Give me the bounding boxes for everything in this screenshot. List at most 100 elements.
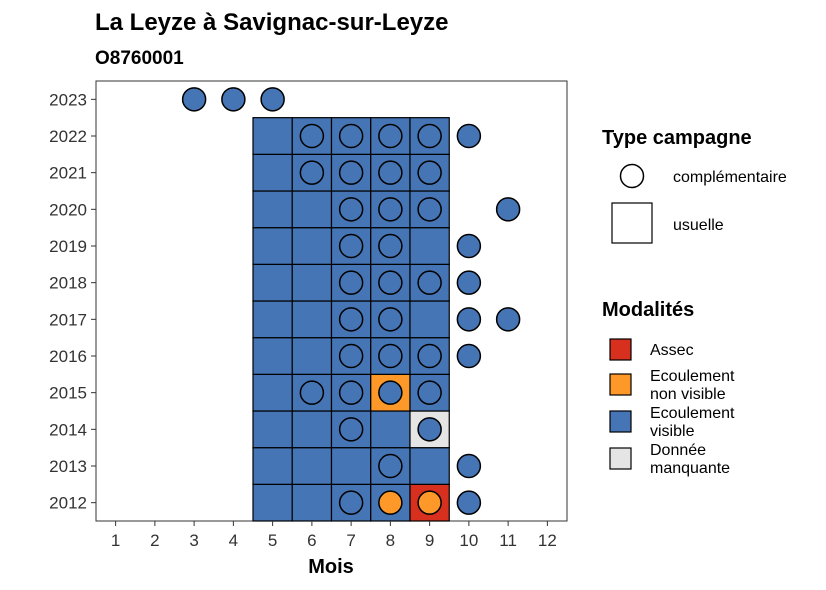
x-tick-label: 2 — [150, 531, 159, 550]
point-2013-8 — [378, 453, 403, 479]
tile-2012-5 — [252, 483, 293, 522]
x-tick-label: 7 — [346, 531, 355, 550]
point-2022-10 — [456, 123, 482, 149]
legend-key-fill-0 — [609, 338, 632, 361]
y-tick-label: 2018 — [49, 274, 87, 293]
y-tick-label: 2019 — [49, 237, 87, 256]
tile-2017-5 — [252, 300, 293, 339]
legend-label-line: non visible — [650, 386, 726, 403]
x-tick-label: 12 — [538, 531, 557, 550]
point-2021-9 — [417, 160, 442, 185]
legend-key-fill-3 — [609, 447, 632, 470]
point-2016-8 — [378, 343, 403, 369]
tile-2017-6 — [291, 300, 333, 339]
legend-key-fill-2 — [609, 410, 632, 433]
point-2012-8 — [378, 490, 403, 515]
tile-2014-5 — [252, 410, 293, 449]
tile-2014-8 — [370, 410, 411, 449]
point-2015-9 — [417, 380, 442, 405]
point-2019-8 — [378, 233, 403, 259]
point-2014-9 — [417, 417, 442, 442]
x-tick-label: 9 — [425, 531, 434, 550]
legend-label-fill-3: Donnée manquante — [650, 442, 730, 477]
point-2022-9 — [417, 123, 442, 149]
chart-title: La Leyze à Savignac-sur-Leyze — [95, 9, 448, 36]
tile-2013-9 — [409, 447, 450, 485]
point-2013-10 — [456, 453, 482, 479]
point-2018-9 — [417, 270, 442, 295]
legend-label-fill-2: Ecoulement visible — [650, 405, 735, 440]
tile-2016-6 — [291, 337, 333, 375]
legend: Type campagne Modalités complémentaire us… — [602, 127, 787, 477]
legend-label-line: visible — [650, 423, 695, 440]
point-2021-8 — [378, 160, 403, 185]
point-2021-7 — [338, 160, 364, 185]
y-tick-label: 2012 — [49, 494, 87, 513]
tile-2020-6 — [291, 190, 333, 229]
x-tick-label: 4 — [229, 531, 238, 550]
y-tick-label: 2023 — [49, 90, 87, 109]
y-tick-label: 2021 — [49, 164, 87, 183]
y-tick-label: 2016 — [49, 347, 87, 366]
point-2018-10 — [456, 270, 482, 295]
x-tick-label: 3 — [189, 531, 198, 550]
point-2023-3 — [181, 87, 207, 112]
legend-label-usuelle: usuelle — [673, 217, 724, 234]
point-2021-6 — [299, 160, 325, 185]
point-2020-8 — [378, 197, 403, 222]
tile-2014-6 — [291, 410, 333, 449]
point-2019-10 — [456, 233, 482, 259]
point-2016-10 — [456, 343, 482, 369]
tile-2013-6 — [291, 447, 333, 485]
tile-2019-9 — [409, 227, 450, 265]
x-tick-label: 1 — [111, 531, 120, 550]
x-tick-label: 5 — [268, 531, 277, 550]
point-2023-5 — [260, 87, 285, 112]
point-2020-7 — [338, 197, 364, 222]
tile-2013-7 — [330, 447, 372, 485]
legend-key-square — [611, 202, 653, 244]
point-2017-7 — [338, 307, 364, 332]
y-tick-label: 2015 — [49, 384, 87, 403]
point-2015-7 — [338, 380, 364, 405]
tile-2017-9 — [409, 300, 450, 339]
point-2012-9 — [417, 490, 442, 515]
legend-key-circle — [619, 163, 645, 189]
legend-label-complementaire: complémentaire — [673, 169, 787, 186]
tile-2020-5 — [252, 190, 293, 229]
y-tick-label: 2013 — [49, 457, 87, 476]
legend-label-line: Ecoulement — [650, 405, 735, 422]
point-2017-8 — [378, 307, 403, 332]
x-tick-label: 11 — [499, 531, 517, 550]
legend-label-fill-0: Assec — [650, 342, 694, 359]
tile-2021-5 — [252, 153, 293, 192]
point-2017-11 — [495, 307, 521, 332]
tile-2015-5 — [252, 373, 293, 412]
tile-2013-5 — [252, 447, 293, 485]
point-2022-7 — [338, 123, 364, 149]
point-2022-6 — [299, 123, 325, 149]
plot-area: 1 2 3 4 5 6 7 8 9 10 11 122012201320142015201620172… — [49, 80, 568, 550]
point-2018-8 — [378, 270, 403, 295]
legend-label-line: Ecoulement — [650, 368, 735, 385]
point-2015-6 — [299, 380, 325, 405]
x-tick-label: 8 — [386, 531, 395, 550]
tile-2016-5 — [252, 337, 293, 375]
x-tick-label: 10 — [459, 531, 478, 550]
legend-label-line: manquante — [650, 460, 730, 477]
legend-fill-title: Modalités — [602, 299, 694, 321]
point-2022-8 — [378, 123, 403, 149]
tile-2019-5 — [252, 227, 293, 265]
point-2015-8 — [378, 380, 403, 405]
x-tick-label: 6 — [307, 531, 316, 550]
point-2017-10 — [456, 307, 482, 332]
point-2012-7 — [338, 490, 364, 515]
point-2016-9 — [417, 343, 442, 369]
legend-shape-title: Type campagne — [602, 127, 752, 149]
point-2018-7 — [338, 270, 364, 295]
y-tick-label: 2014 — [49, 420, 87, 439]
point-2020-11 — [495, 197, 521, 222]
y-tick-label: 2017 — [49, 310, 87, 329]
tile-2018-6 — [291, 263, 333, 302]
